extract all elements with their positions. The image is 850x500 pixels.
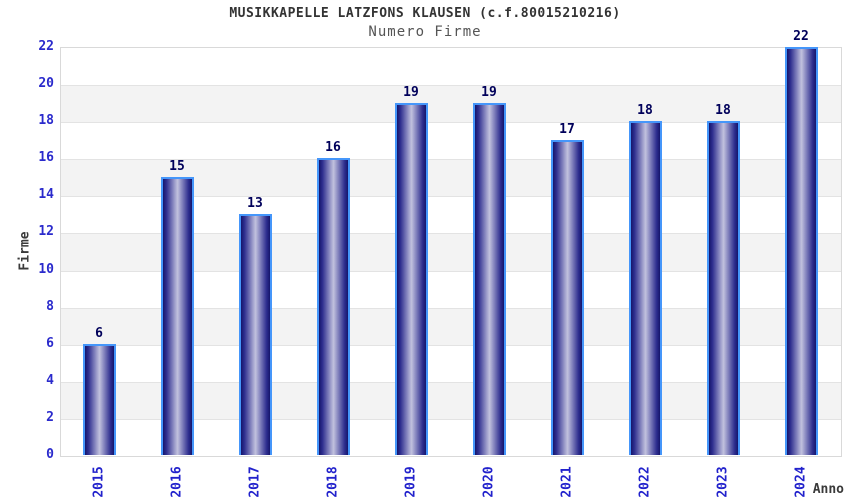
bar-2016	[160, 176, 194, 455]
bar-value-label: 22	[793, 29, 809, 44]
bar-value-label: 6	[95, 325, 103, 341]
bar-2015	[82, 343, 116, 455]
x-tick-label: 2015	[91, 466, 107, 498]
x-tick-label: 2024	[793, 466, 809, 498]
bar-value-label: 18	[715, 103, 731, 119]
y-tick-label: 10	[38, 261, 54, 277]
gridline	[61, 381, 841, 383]
x-tick-label: 2016	[169, 466, 185, 498]
bar-value-label: 16	[325, 140, 341, 156]
y-tick-label: 2	[46, 409, 54, 425]
y-tick-label: 12	[38, 224, 54, 240]
x-tick-label: 2020	[481, 466, 497, 498]
gridline	[61, 196, 841, 198]
gridline	[61, 270, 841, 272]
x-tick-label: 2017	[247, 466, 263, 498]
y-tick-label: 0	[46, 447, 54, 462]
bar-2019	[394, 102, 428, 455]
y-tick-label: 16	[38, 150, 54, 166]
x-tick-label: 2019	[403, 466, 419, 498]
gridline	[61, 233, 841, 235]
chart-subtitle: Numero Firme	[368, 24, 482, 40]
bar-2023	[706, 121, 740, 455]
bar-value-label: 18	[637, 103, 653, 119]
y-tick-label: 8	[46, 298, 54, 314]
gridline	[61, 307, 841, 309]
bar-value-label: 15	[169, 158, 185, 174]
bar-2021	[550, 139, 584, 455]
gridline	[61, 122, 841, 124]
y-tick-label: 20	[38, 76, 54, 92]
y-tick-label: 22	[38, 39, 54, 54]
bar-2024	[784, 47, 818, 455]
gridline	[61, 159, 841, 161]
x-axis-label: Anno	[812, 482, 844, 497]
bar-2017	[238, 213, 272, 455]
x-tick-label: 2022	[637, 466, 653, 498]
y-tick-label: 6	[46, 335, 54, 351]
gridline	[61, 344, 841, 346]
gridline	[61, 418, 841, 420]
x-tick-label: 2021	[559, 466, 575, 498]
x-tick-label: 2023	[715, 466, 731, 498]
bar-2018	[316, 158, 350, 455]
y-tick-label: 4	[46, 372, 54, 388]
bar-2022	[628, 121, 662, 455]
bar-2020	[472, 102, 506, 455]
bar-value-label: 17	[559, 121, 575, 137]
y-tick-label: 14	[38, 187, 54, 203]
grid-band	[61, 85, 841, 123]
gridline	[61, 85, 841, 87]
bar-value-label: 13	[247, 195, 263, 211]
bar-value-label: 19	[403, 84, 419, 100]
chart-title: MUSIKKAPELLE LATZFONS KLAUSEN (c.f.80015…	[229, 6, 621, 21]
bar-value-label: 19	[481, 84, 497, 100]
y-tick-label: 18	[38, 113, 54, 129]
x-tick-label: 2018	[325, 466, 341, 498]
